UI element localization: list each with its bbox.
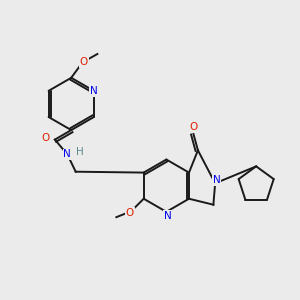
- Text: O: O: [41, 133, 50, 143]
- Text: O: O: [80, 57, 88, 67]
- Text: O: O: [189, 122, 198, 132]
- Text: N: N: [213, 175, 220, 185]
- Text: N: N: [90, 86, 98, 96]
- Text: N: N: [64, 149, 71, 160]
- Text: O: O: [126, 208, 134, 218]
- Text: N: N: [164, 211, 172, 221]
- Text: H: H: [76, 147, 84, 157]
